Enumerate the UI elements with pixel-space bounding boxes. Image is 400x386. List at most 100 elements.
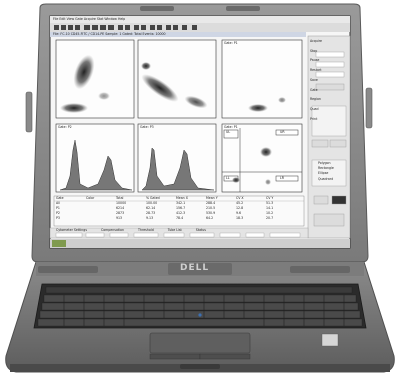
side-radio-group: Polygon Rectangle Ellipse Quadrant xyxy=(318,161,334,181)
plot-1-clusters xyxy=(60,54,110,113)
plot-3-title: Gate: P1 xyxy=(224,41,238,45)
menu-file[interactable]: File xyxy=(53,17,59,21)
brand-logo: DELL xyxy=(180,263,210,273)
stats-cell: 530.9 xyxy=(206,211,216,215)
plot-4-title: Gate: P2 xyxy=(58,125,72,129)
stats-cell xyxy=(86,212,116,215)
stats-header: Mean X xyxy=(176,196,188,200)
stats-cell: 10000 xyxy=(116,201,127,205)
side-save[interactable]: Save xyxy=(310,77,318,82)
menu-help[interactable]: Help xyxy=(117,17,126,21)
bottom-threshold[interactable]: Threshold xyxy=(138,228,154,232)
stats-header: Color xyxy=(86,196,95,200)
side-stop[interactable]: Stop xyxy=(310,48,318,53)
menu-view[interactable]: View xyxy=(66,17,75,21)
touchpad xyxy=(149,332,251,354)
stats-cell: 14.1 xyxy=(266,206,274,210)
stats-cell: 10.2 xyxy=(266,211,274,215)
bottom-compensation[interactable]: Compensation xyxy=(101,228,125,232)
bottom-cytometer-settings[interactable]: Cytometer Settings xyxy=(56,228,87,232)
radio-polygon[interactable]: Polygon xyxy=(318,161,331,165)
menu-acquire[interactable]: Acquire xyxy=(83,17,96,21)
quadrant-ul: UL xyxy=(226,130,231,134)
plot-5-title: Gate: P3 xyxy=(140,125,154,129)
stats-cell: 412.3 xyxy=(176,211,186,215)
radio-ellipse[interactable]: Ellipse xyxy=(318,171,329,176)
status-line xyxy=(50,32,306,37)
bottom-tube-list[interactable]: Tube List xyxy=(167,228,182,232)
stats-cell: 62.14 xyxy=(146,206,156,210)
side-pause[interactable]: Pause xyxy=(310,58,320,63)
stats-cell: 45.2 xyxy=(236,201,244,205)
stats-cell: 51.3 xyxy=(266,201,274,205)
side-acquire[interactable]: Acquire xyxy=(310,39,323,43)
menu-bar-labels: File Edit View Gate Acquire Stat Window … xyxy=(53,17,126,21)
hinge-right xyxy=(290,266,350,273)
stats-cell: P1 xyxy=(56,206,60,210)
hinge-left xyxy=(38,266,98,273)
menu-bar xyxy=(50,16,350,23)
quadrant-ur: UR xyxy=(280,130,285,134)
quadrant-ll: LL xyxy=(226,176,230,180)
status-text: File: FC-10 CD45-FITC / CD14-PE Sample: … xyxy=(53,32,166,36)
side-panel xyxy=(307,35,351,239)
plot-3-clusters xyxy=(248,97,286,112)
menu-stat[interactable]: Stat xyxy=(96,17,104,21)
screen xyxy=(49,15,351,249)
taskbar xyxy=(50,239,350,248)
plot-6-title: Gate: P1 xyxy=(224,125,238,129)
toolbar-icons xyxy=(54,25,197,30)
stats-cell: 210.5 xyxy=(206,206,216,210)
stats-cell: 342.1 xyxy=(176,201,186,205)
stats-cell: 288.4 xyxy=(206,201,216,205)
sticker xyxy=(321,333,339,347)
stats-header: CV X xyxy=(236,196,244,200)
toolbar xyxy=(50,23,350,32)
keyboard-key-gaps xyxy=(63,295,345,326)
stats-header: Mean Y xyxy=(206,196,218,200)
stats-table: Gate Color Total % Gated Mean X Mean Y C… xyxy=(56,196,296,220)
stats-cell: 9.13 xyxy=(146,216,154,220)
stats-cell: 18.3 xyxy=(236,216,244,220)
bottom-status[interactable]: Status xyxy=(195,228,206,232)
keyboard-keys xyxy=(37,286,363,327)
side-quad[interactable]: Quad xyxy=(310,106,319,111)
stats-cell: 100.00 xyxy=(146,201,158,205)
stats-cell: 20.7 xyxy=(266,216,274,220)
menu-gate[interactable]: Gate xyxy=(75,17,83,21)
stats-cell xyxy=(86,217,116,220)
bottom-bar-labels: Cytometer Settings Compensation Threshol… xyxy=(56,228,206,232)
side-panel-labels: Acquire Stop Pause Restart Save Gate Reg… xyxy=(310,39,323,121)
plot-2-clusters xyxy=(141,62,208,109)
stats-cell: P3 xyxy=(56,216,60,220)
menu-window[interactable]: Window xyxy=(104,17,117,21)
stats-cell: 64.2 xyxy=(206,216,214,220)
side-print[interactable]: Print xyxy=(310,116,318,121)
stats-header: CV Y xyxy=(266,196,274,200)
stats-header: Total xyxy=(116,196,124,200)
stats-header: Gate xyxy=(56,196,64,200)
plot-6-clusters xyxy=(232,147,272,185)
stats-cell: 156.7 xyxy=(176,206,186,210)
side-gate[interactable]: Gate xyxy=(310,87,318,92)
stats-cell: 6214 xyxy=(116,206,125,210)
plot-5-histogram xyxy=(141,147,215,191)
side-restart[interactable]: Restart xyxy=(310,68,322,73)
stats-cell: 2873 xyxy=(116,211,125,215)
radio-quadrant[interactable]: Quadrant xyxy=(318,176,334,181)
side-panel-fields xyxy=(311,51,347,227)
menu-edit[interactable]: Edit xyxy=(59,17,66,21)
quadrant-lr: LR xyxy=(280,176,284,180)
radio-rectangle[interactable]: Rectangle xyxy=(318,166,334,171)
stats-cell: 78.4 xyxy=(176,216,184,220)
plot-6-quadrant xyxy=(222,128,302,192)
pointing-stick xyxy=(198,313,202,317)
side-region[interactable]: Region xyxy=(310,97,321,102)
laptop-base xyxy=(5,261,395,373)
stats-cell xyxy=(86,202,116,205)
touchpad-button-right xyxy=(199,353,251,360)
stats-header: % Gated xyxy=(146,196,160,200)
bottom-bar-fields xyxy=(55,232,301,238)
stats-cell: 913 xyxy=(116,216,123,220)
plot-4 xyxy=(55,123,135,193)
